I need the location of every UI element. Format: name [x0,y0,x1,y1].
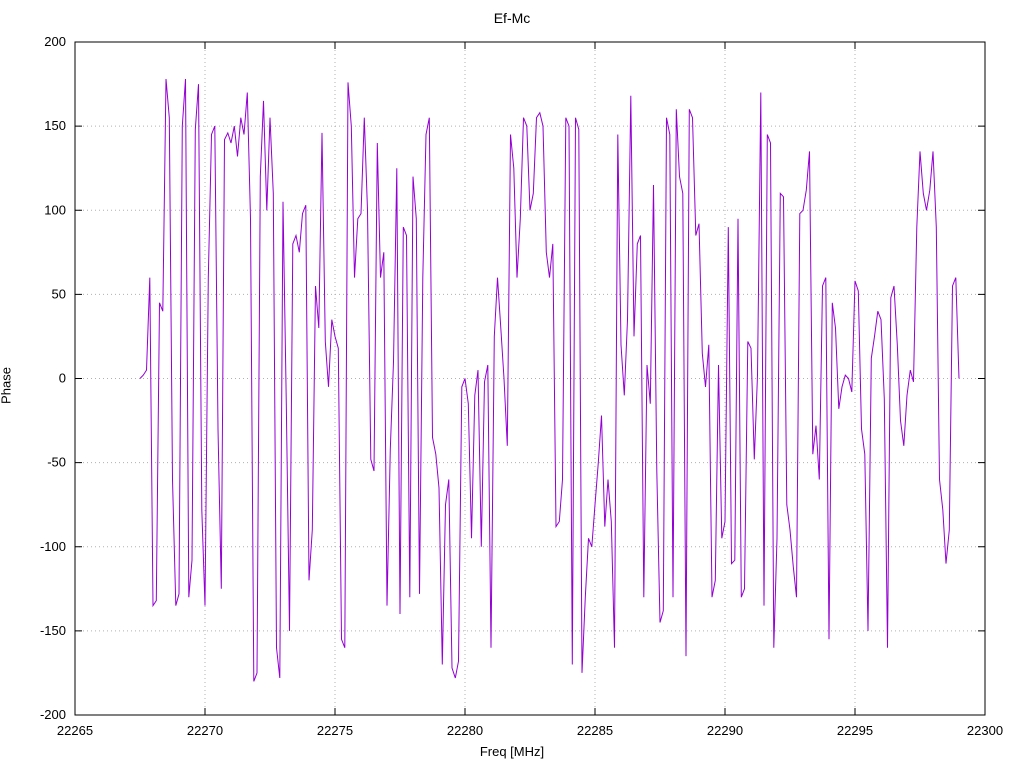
tick-labels: 22265 22270 22275 22280 22285 22290 22295 22300… [40,34,1003,738]
chart-title: Ef-Mc [493,10,531,26]
plot-border [74,41,986,716]
phase-line [139,78,960,682]
y-tick-label: -100 [40,539,66,554]
y-tick-label: -200 [40,707,66,722]
x-tick-label: 22295 [837,723,873,738]
y-tick-label: 100 [44,202,66,217]
y-tick-label: -50 [47,455,66,470]
y-tick-label: 0 [59,371,66,386]
x-tick-label: 22290 [707,723,743,738]
x-tick-label: 22280 [447,723,483,738]
x-axis-label: Freq [MHz] [479,744,545,759]
y-axis-label: Phase [0,367,14,404]
y-tick-label: -150 [40,623,66,638]
x-tick-label: 22270 [187,723,223,738]
x-tick-label: 22275 [317,723,353,738]
x-tick-label: 22265 [57,723,93,738]
x-tick-label: 22285 [577,723,613,738]
y-tick-label: 200 [44,34,66,49]
y-tick-label: 150 [44,118,66,133]
x-tick-label: 22300 [967,723,1003,738]
y-tick-label: 50 [52,286,66,301]
